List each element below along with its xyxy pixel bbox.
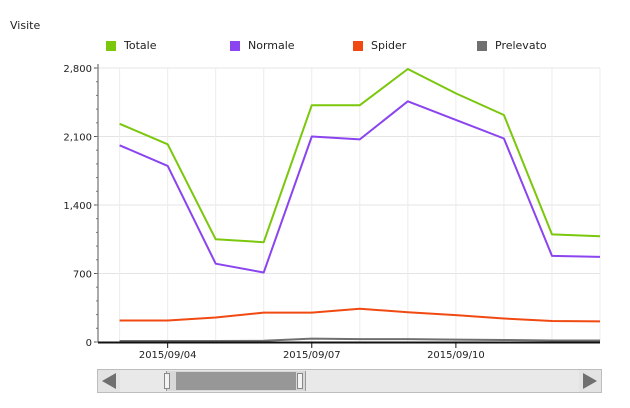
scroll-right-button[interactable] bbox=[579, 370, 601, 392]
legend-label-totale: Totale bbox=[124, 39, 157, 52]
x-tick-label: 2015/09/10 bbox=[427, 350, 485, 361]
scroll-track[interactable] bbox=[120, 370, 579, 392]
arrow-left-icon bbox=[102, 373, 116, 389]
grid bbox=[98, 67, 601, 343]
legend: Totale Normale Spider Prelevato bbox=[0, 39, 630, 55]
legend-item-prelevato[interactable]: Prelevato bbox=[477, 39, 547, 52]
legend-label-normale: Normale bbox=[248, 39, 295, 52]
y-tick-label: 2,100 bbox=[63, 133, 92, 144]
series-line-prelevato bbox=[119, 337, 600, 342]
x-tick-label: 2015/09/07 bbox=[283, 350, 341, 361]
y-tick-label: 0 bbox=[86, 338, 92, 349]
legend-swatch-totale bbox=[106, 40, 116, 51]
line-chart: 0 700 1,400 2,100 2,800 2015/09/04 2015/09/07 2… bbox=[63, 64, 601, 361]
time-range-scrollbar[interactable] bbox=[97, 369, 602, 393]
range-handle-left[interactable] bbox=[164, 373, 170, 389]
legend-swatch-prelevato bbox=[477, 40, 487, 51]
legend-item-spider[interactable]: Spider bbox=[353, 39, 406, 52]
scroll-thumb[interactable] bbox=[176, 372, 296, 390]
chart-title: Visite bbox=[10, 19, 41, 32]
y-tick-label: 1,400 bbox=[63, 201, 92, 212]
legend-label-prelevato: Prelevato bbox=[495, 39, 547, 52]
arrow-right-icon bbox=[583, 373, 597, 389]
legend-swatch-normale bbox=[230, 40, 240, 51]
series-lines bbox=[119, 68, 600, 342]
legend-swatch-spider bbox=[353, 40, 363, 51]
legend-item-normale[interactable]: Normale bbox=[230, 39, 295, 52]
legend-item-totale[interactable]: Totale bbox=[106, 39, 156, 52]
range-handle-right[interactable] bbox=[297, 373, 303, 389]
x-tick-label: 2015/09/04 bbox=[139, 350, 197, 361]
scroll-left-button[interactable] bbox=[98, 370, 120, 392]
y-tick-label: 700 bbox=[73, 270, 92, 281]
axes: 0 700 1,400 2,100 2,800 2015/09/04 2015/09/07 2… bbox=[63, 64, 600, 361]
y-tick-label: 2,800 bbox=[63, 64, 92, 75]
legend-label-spider: Spider bbox=[371, 39, 407, 52]
series-line-totale bbox=[119, 68, 600, 244]
series-line-normale bbox=[119, 100, 600, 274]
series-line-spider bbox=[119, 307, 600, 323]
